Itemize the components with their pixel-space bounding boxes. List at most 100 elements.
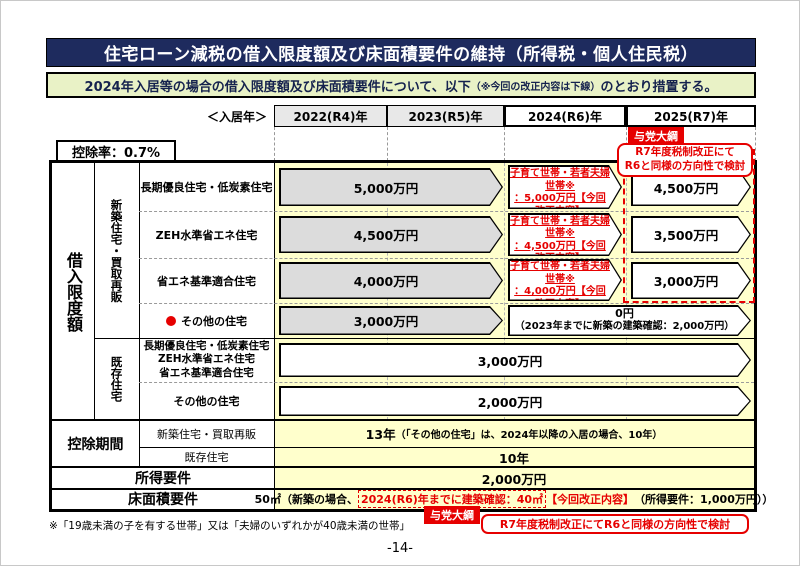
section-divider bbox=[52, 419, 754, 421]
red-dot-icon bbox=[166, 315, 176, 326]
arrow-body: 3,000万円 子育て世帯・若者夫婦世帯※ ：4,000万円【今回改正内容】 bbox=[510, 261, 621, 300]
column-guide-line bbox=[387, 127, 388, 161]
arrow-body: 4,500万円 子育て世帯・若者夫婦世帯※ ：5,000万円【今回改正内容】 bbox=[510, 167, 621, 208]
value-text: 4,000万円 bbox=[353, 274, 419, 289]
value-arrow-2024: 4,500万円 子育て世帯・若者夫婦世帯※ ：5,000万円【今回改正内容】 bbox=[508, 165, 622, 209]
value-arrow-2024: 3,000万円 子育て世帯・若者夫婦世帯※ ：4,000万円【今回改正内容】 bbox=[508, 259, 622, 301]
value-arrow-existing-certified: 3,000万円 bbox=[279, 343, 751, 377]
value-text: 4,500万円 bbox=[353, 228, 419, 243]
existing-group-label: 既存住宅 bbox=[109, 356, 124, 402]
value-arrow-2022-2023: 4,500万円 bbox=[279, 216, 503, 253]
grid-line bbox=[274, 163, 275, 420]
floor-area-revision-tag: 【今回改正内容】 bbox=[546, 493, 635, 506]
section-divider bbox=[52, 466, 754, 468]
page-title: 住宅ローン減税の借入限度額及び床面積要件の維持（所得税・個人住民税） bbox=[46, 38, 756, 67]
period-newbuild-value: 13年 （「その他の住宅」は、2024年以降の入居の場合、10年） bbox=[274, 420, 754, 447]
arrow-body: 2,000万円 bbox=[281, 388, 750, 415]
period-condition: （「その他の住宅」は、2024年以降の入居の場合、10年） bbox=[395, 430, 663, 441]
ruling-party-outline-badge-bottom: 与党大綱 bbox=[424, 506, 480, 524]
value-arrow-2025: 3,000万円 bbox=[631, 262, 751, 299]
year-header-2025: 2025(R7)年 bbox=[626, 105, 756, 127]
grid-line bbox=[626, 163, 627, 420]
value-text: 2,000万円 bbox=[477, 394, 543, 410]
grid-line bbox=[94, 163, 95, 420]
existing-type-line1: 長期優良住宅・低炭素住宅 bbox=[143, 339, 270, 352]
floor-area-value: 50㎡（新築の場合、 2024(R6)年までに建築確認：40㎡ 【今回改正内容】 （所… bbox=[255, 489, 773, 509]
value-revision-line1: 子育て世帯・若者夫婦世帯※ bbox=[510, 168, 610, 192]
existing-type-line3: 省エネ基準適合住宅 bbox=[159, 366, 254, 379]
loan-limit-table: 借入限度額 新築住宅・買取再販 既存住宅 長期優良住宅・低炭素住宅 ZEH水準省… bbox=[49, 160, 773, 512]
value-text: 0円 bbox=[615, 307, 634, 321]
section-divider bbox=[52, 488, 754, 490]
subtitle-note: （※今回の改正内容は下線） bbox=[470, 81, 601, 93]
type-label-other-text: その他の住宅 bbox=[181, 314, 247, 328]
type-label-existing-certified: 長期優良住宅・低炭素住宅 ZEH水準省エネ住宅 省エネ基準適合住宅 bbox=[139, 338, 274, 382]
arrow-body: 4,500万円 bbox=[281, 218, 502, 252]
income-requirement-value: 2,000万円 bbox=[481, 471, 547, 487]
page-number: -14- bbox=[387, 541, 413, 556]
grid-line bbox=[139, 420, 140, 467]
value-arrow-2024-2025: 0円 （2023年までに新築の建築確認：2,000万円） bbox=[508, 305, 751, 336]
grid-line bbox=[139, 303, 754, 304]
loan-limit-group-label: 借入限度額 bbox=[64, 251, 83, 332]
move-in-year-label: ＜入居年＞ bbox=[207, 110, 268, 124]
arrow-body: 0円 （2023年までに新築の建築確認：2,000万円） bbox=[510, 307, 750, 335]
value-arrow-2024: 3,500万円 子育て世帯・若者夫婦世帯※ ：4,500万円【今回改正内容】 bbox=[508, 213, 622, 256]
ruling-party-outline-badge: 与党大綱 bbox=[628, 127, 684, 145]
floor-area-label: 床面積要件 bbox=[128, 492, 198, 508]
type-label-long-term: 長期優良住宅・低炭素住宅 bbox=[140, 181, 273, 194]
type-label-zeh: ZEH水準省エネ住宅 bbox=[155, 228, 258, 242]
value-arrow-2022-2023: 3,000万円 bbox=[279, 306, 503, 335]
value-arrow-2025: 3,500万円 bbox=[631, 216, 751, 253]
deduction-rate-box: 控除率：0.7% bbox=[56, 140, 176, 163]
subtitle-banner: 2024年入居等の場合の借入限度額及び床面積要件について、以下 （※今回の改正内容… bbox=[46, 72, 756, 98]
year-header-2023: 2023(R5)年 bbox=[387, 105, 504, 127]
grid-line bbox=[139, 258, 754, 259]
floor-area-pre: 50㎡（新築の場合、 bbox=[254, 493, 358, 506]
value-text: 3,000万円 bbox=[477, 353, 543, 369]
arrow-body: 4,000万円 bbox=[281, 264, 502, 298]
r7-note-line1: R7年度税制改正にて bbox=[635, 146, 735, 159]
existing-type-line2: ZEH水準省エネ住宅 bbox=[157, 353, 256, 366]
value-text: 3,000万円 bbox=[653, 274, 719, 289]
grid-line bbox=[139, 163, 140, 420]
value-arrow-2022-2023: 5,000万円 bbox=[279, 168, 503, 206]
year-header-2022: 2022(R4)年 bbox=[274, 105, 387, 127]
value-revision-line1: 子育て世帯・若者夫婦世帯※ bbox=[510, 215, 610, 240]
year-header-2024: 2024(R6)年 bbox=[504, 105, 626, 127]
value-revision-line1: 子育て世帯・若者夫婦世帯※ bbox=[510, 261, 610, 285]
value-arrow-2022-2023: 4,000万円 bbox=[279, 262, 503, 299]
column-guide-line bbox=[504, 127, 505, 161]
arrow-body: 3,500万円 子育て世帯・若者夫婦世帯※ ：4,500万円【今回改正内容】 bbox=[510, 215, 621, 255]
r7-review-note-box: R7年度税制改正にて R6と同様の方向性で検討 bbox=[617, 143, 753, 177]
grid-line bbox=[139, 447, 754, 448]
new-build-group-label: 新築住宅・買取再販 bbox=[109, 198, 124, 303]
grid-line bbox=[504, 163, 505, 420]
period-row-newbuild-label: 新築住宅・買取再販 bbox=[157, 427, 256, 441]
grid-line bbox=[94, 338, 754, 339]
column-guide-line bbox=[274, 127, 275, 161]
type-label-energy-standard: 省エネ基準適合住宅 bbox=[157, 274, 256, 288]
subtitle-post: のとおり措置する。 bbox=[600, 79, 718, 95]
type-label-other: その他の住宅 bbox=[139, 303, 274, 338]
period-existing-value: 10年 bbox=[499, 450, 529, 466]
income-requirement-label: 所得要件 bbox=[135, 471, 191, 487]
value-text: 3,500万円 bbox=[653, 228, 719, 243]
grid-line bbox=[139, 211, 754, 212]
value-arrow-existing-other: 2,000万円 bbox=[279, 386, 751, 416]
grid-line bbox=[139, 382, 754, 383]
deduction-period-label: 控除期間 bbox=[67, 436, 124, 453]
floor-area-post: （所得要件：1,000万円）） bbox=[634, 493, 774, 506]
value-text: 3,000万円 bbox=[353, 314, 419, 329]
r7-review-note-box-bottom: R7年度税制改正にてR6と同様の方向性で検討 bbox=[481, 514, 749, 534]
footnote: ※「19歳未満の子を有する世帯」又は「夫婦のいずれかが40歳未満の世帯」 bbox=[49, 520, 411, 532]
value-note: （2023年までに新築の建築確認：2,000万円） bbox=[514, 321, 735, 333]
arrow-body: 5,000万円 bbox=[281, 170, 502, 205]
arrow-body: 3,000万円 bbox=[281, 345, 750, 376]
subtitle-pre: 2024年入居等の場合の借入限度額及び床面積要件について、以下 bbox=[84, 79, 471, 95]
period-row-existing-label: 既存住宅 bbox=[184, 451, 229, 464]
column-guide-line bbox=[755, 127, 756, 161]
grid-line bbox=[274, 420, 275, 509]
r7-note-line2: R6と同様の方向性で検討 bbox=[624, 160, 746, 172]
